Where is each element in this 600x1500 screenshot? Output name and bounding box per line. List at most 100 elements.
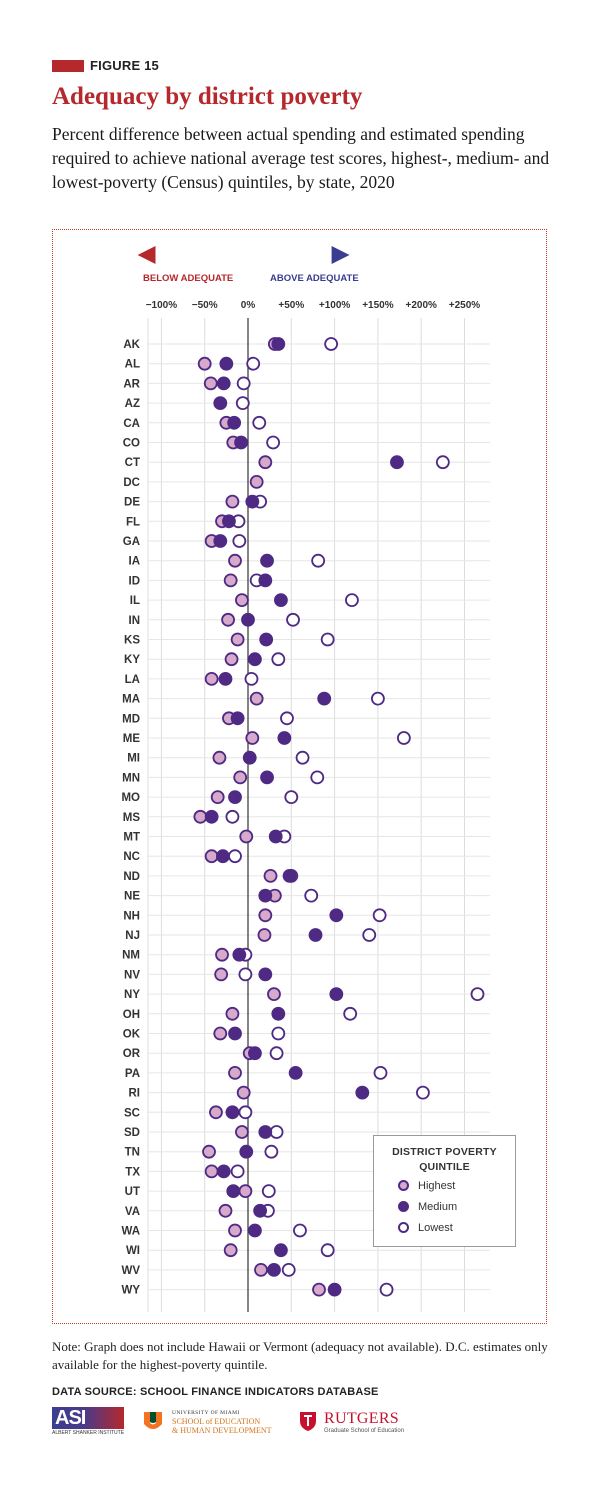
asi-logo-mark [52, 1407, 124, 1429]
dot-lowest [320, 1243, 335, 1258]
state-label: OH [123, 1009, 140, 1021]
dot-medium [213, 534, 228, 548]
dot-highest [249, 474, 264, 489]
dot-highest [213, 1026, 228, 1041]
state-label: UT [125, 1186, 140, 1198]
dot-lowest [379, 1282, 394, 1297]
dot-medium [274, 1243, 288, 1258]
dot-medium [258, 1125, 273, 1139]
dot-medium [234, 435, 248, 450]
dot-lowest [225, 809, 240, 824]
state-label: IN [129, 615, 141, 627]
state-label: NY [124, 989, 140, 1001]
state-label: WI [126, 1245, 140, 1257]
state-label: KY [124, 654, 140, 666]
dot-lowest [362, 928, 377, 942]
dot-lowest [236, 376, 251, 391]
state-label: MA [122, 694, 140, 706]
miami-logo-line2: SCHOOL of EDUCATION [172, 1417, 261, 1426]
dot-highest [225, 1006, 240, 1021]
dot-lowest [271, 1026, 286, 1041]
dot-highest [197, 356, 212, 371]
dot-lowest [295, 750, 310, 765]
dot-highest [221, 612, 235, 627]
rutgers-logo-sub: Graduate School of Education [324, 1428, 405, 1434]
state-label: FL [126, 516, 140, 528]
chart-title: Adequacy by district poverty [52, 83, 363, 110]
dot-highest [203, 376, 218, 391]
state-label: AK [123, 339, 140, 351]
dot-highest [212, 750, 227, 765]
dot-medium [271, 337, 286, 351]
state-label: RI [129, 1088, 141, 1100]
dot-highest [202, 1144, 216, 1159]
state-label: MI [127, 753, 140, 765]
x-tick-label: −50% [192, 300, 218, 311]
dot-highest [209, 1105, 223, 1120]
dot-medium [355, 1085, 370, 1100]
miami-logo-line3: & HUMAN DEVELOPMENT [172, 1426, 272, 1435]
dot-medium [259, 632, 274, 647]
dot-medium [329, 908, 344, 923]
state-label: SC [124, 1107, 140, 1119]
dot-lowest [311, 553, 326, 568]
state-label: PA [125, 1068, 140, 1080]
dot-lowest [435, 455, 450, 470]
dot-medium [230, 711, 245, 726]
state-label: LA [125, 674, 140, 686]
state-label: IL [130, 595, 140, 607]
dot-medium [239, 1144, 254, 1159]
legend-title: DISTRICT POVERTY QUINTILE [392, 1146, 497, 1173]
state-label: NH [123, 910, 140, 922]
state-label: WY [121, 1285, 140, 1297]
state-label: TN [125, 1147, 140, 1159]
dot-lowest [310, 770, 325, 785]
dot-highest [224, 652, 239, 667]
state-label: WV [121, 1265, 140, 1277]
legend-marker-highest [398, 1180, 409, 1191]
state-label: ND [123, 871, 140, 883]
dot-lowest [264, 1144, 279, 1159]
miami-u-icon [144, 1412, 162, 1429]
dot-highest [193, 809, 208, 824]
dot-lowest [304, 888, 319, 903]
dot-lowest [271, 652, 286, 667]
dot-highest [312, 1282, 326, 1297]
dot-lowest [266, 435, 281, 450]
state-label: DC [123, 477, 140, 489]
legend-marker-medium [398, 1201, 409, 1212]
dot-medium [288, 1066, 303, 1080]
legend-item-highest: Highest [398, 1175, 515, 1196]
dot-highest [223, 1243, 238, 1258]
dot-lowest [370, 691, 385, 706]
dot-highest [223, 573, 238, 588]
dot-medium [390, 455, 404, 470]
state-label: NC [123, 851, 140, 863]
dot-lowest [235, 396, 250, 411]
dot-highest [215, 947, 229, 962]
state-label: DE [124, 497, 140, 509]
dot-lowest [343, 1006, 358, 1021]
x-tick-label: +100% [319, 300, 351, 311]
figure-label: FIGURE 15 [52, 58, 159, 73]
dot-medium [327, 1282, 342, 1297]
dot-lowest [244, 672, 259, 686]
dot-medium [258, 573, 273, 588]
state-label: WA [121, 1226, 140, 1238]
dot-medium [271, 1006, 286, 1021]
dot-lowest [324, 337, 339, 351]
state-label: SD [124, 1127, 140, 1139]
state-label: ME [123, 733, 141, 745]
dot-medium [260, 553, 274, 568]
legend-marker-lowest [398, 1222, 409, 1233]
dot-medium [241, 612, 255, 627]
x-tick-label: −100% [146, 300, 178, 311]
dot-medium [274, 593, 288, 607]
chart-subtitle: Percent difference between actual spendi… [52, 124, 550, 192]
dot-highest [267, 987, 281, 1001]
dot-lowest [246, 356, 261, 371]
legend-item-lowest: Lowest [398, 1217, 515, 1238]
dot-highest [257, 928, 272, 942]
dot-medium [219, 356, 234, 371]
state-label: MN [122, 772, 140, 784]
